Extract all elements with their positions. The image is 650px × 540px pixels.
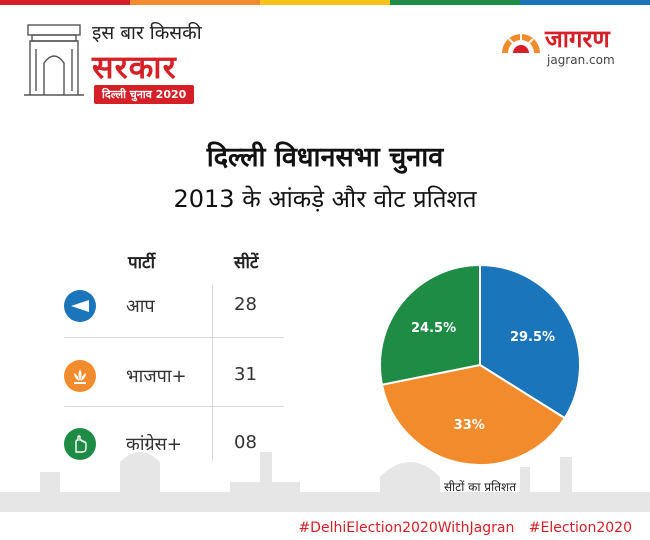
jagran-sun-icon — [502, 33, 540, 53]
party-name: कांग्रेस+ — [126, 434, 182, 455]
party-name: भाजपा+ — [126, 366, 187, 387]
pie-slice-label: 29.5% — [510, 330, 555, 345]
table-row: भाजपा+ 31 — [64, 354, 284, 394]
brand-title: सरकार — [92, 48, 177, 86]
table-row: कांग्रेस+ 08 — [64, 422, 284, 462]
pie-slice-label: 33% — [454, 418, 485, 433]
party-name: आप — [126, 296, 155, 317]
main-title: दिल्ली विधानसभा चुनाव — [206, 142, 444, 173]
pie-slice-label: 24.5% — [411, 321, 456, 336]
party-seats: 08 — [234, 432, 257, 453]
top-color-stripe — [0, 0, 650, 5]
column-divider — [212, 285, 213, 461]
seat-share-pie-chart: 29.5% 33% 24.5% — [370, 255, 590, 475]
broom-icon — [64, 290, 96, 322]
table-row: आप 28 — [64, 284, 284, 324]
pie-slice — [380, 363, 567, 466]
sub-title: 2013 के आंकड़े और वोट प्रतिशत — [173, 185, 477, 213]
header: इस बार किसकी सरकार दिल्ली चुनाव 2020 जाग… — [0, 5, 650, 104]
row-divider — [64, 337, 284, 338]
lotus-icon — [64, 360, 96, 392]
hashtag-delhi-election[interactable]: #DelhiElection2020WithJagran — [298, 520, 515, 536]
city-skyline-decoration — [0, 452, 650, 512]
jagran-logo[interactable]: जागरण — [545, 25, 610, 53]
seats-column-header: सीटें — [234, 253, 259, 273]
party-seats: 31 — [234, 364, 257, 385]
jagran-url[interactable]: jagran.com — [547, 53, 615, 67]
footer-hashtags: #DelhiElection2020WithJagran #Election20… — [288, 520, 632, 536]
row-divider — [64, 406, 284, 407]
india-gate-icon — [24, 24, 84, 96]
hashtag-election[interactable]: #Election2020 — [528, 520, 632, 536]
brand-tagline: इस बार किसकी — [92, 22, 202, 44]
party-column-header: पार्टी — [128, 253, 156, 273]
pie-caption: सीटों का प्रतिशत — [443, 480, 517, 494]
hand-icon — [64, 428, 96, 460]
party-seats: 28 — [234, 294, 257, 315]
pie-slice — [379, 263, 481, 386]
brand-subtitle-badge: दिल्ली चुनाव 2020 — [94, 85, 195, 104]
